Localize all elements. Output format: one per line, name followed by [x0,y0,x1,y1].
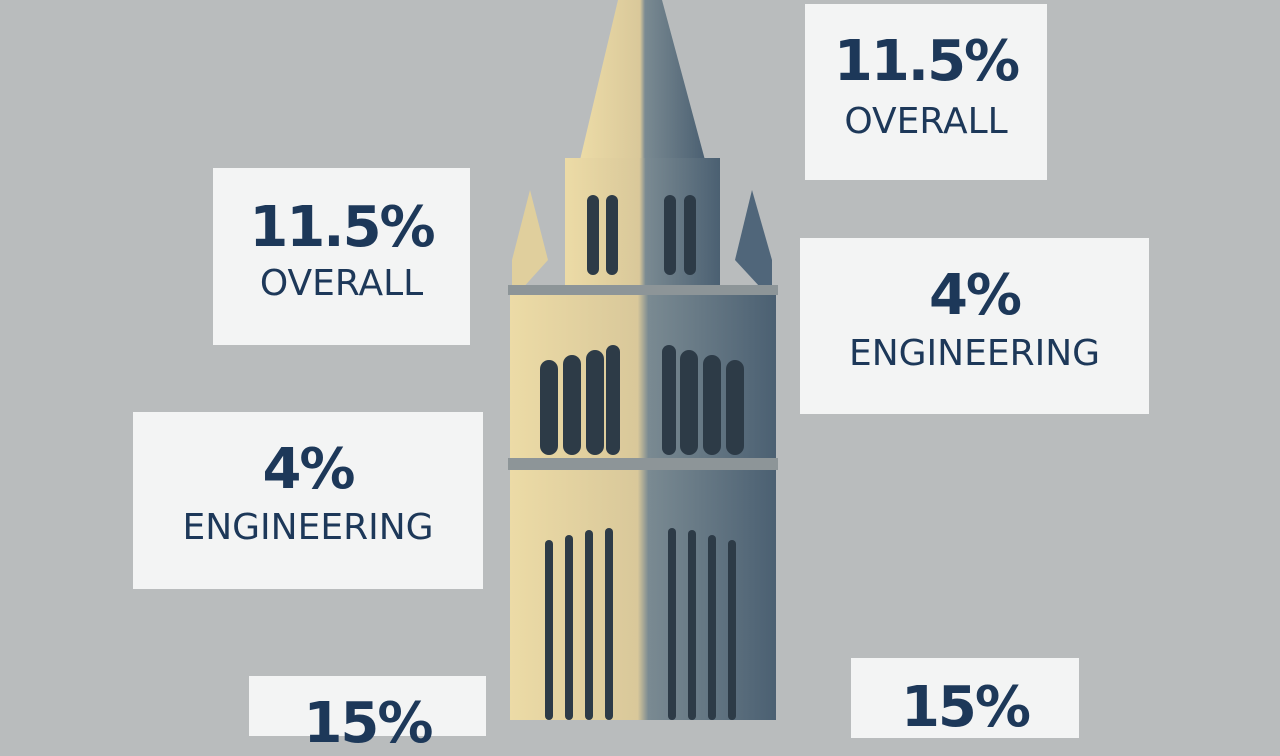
stat-card: 15% [851,658,1079,738]
stat-value: 4% [928,263,1022,328]
stat-label: OVERALL [259,263,424,304]
stat-value: 4% [262,437,355,502]
stat-value: 15% [303,691,433,756]
stat-value: 11.5% [249,195,435,260]
stat-card: 4% ENGINEERING [133,412,483,589]
stat-label: ENGINEERING [182,507,434,548]
stat-card: 4% ENGINEERING [800,238,1149,414]
stat-card: 11.5% OVERALL [805,4,1047,180]
stat-card: 15% [249,676,486,752]
tower-illustration [508,0,778,720]
stat-value: 11.5% [833,29,1020,94]
stat-label: OVERALL [844,101,1008,142]
stat-card: 11.5% OVERALL [213,168,470,345]
stat-label: ENGINEERING [848,333,1101,374]
stat-value: 15% [900,675,1031,740]
page: 11.5% OVERALL 11.5% OVERALL 4% ENGINEERING 4% E… [133,0,1149,752]
